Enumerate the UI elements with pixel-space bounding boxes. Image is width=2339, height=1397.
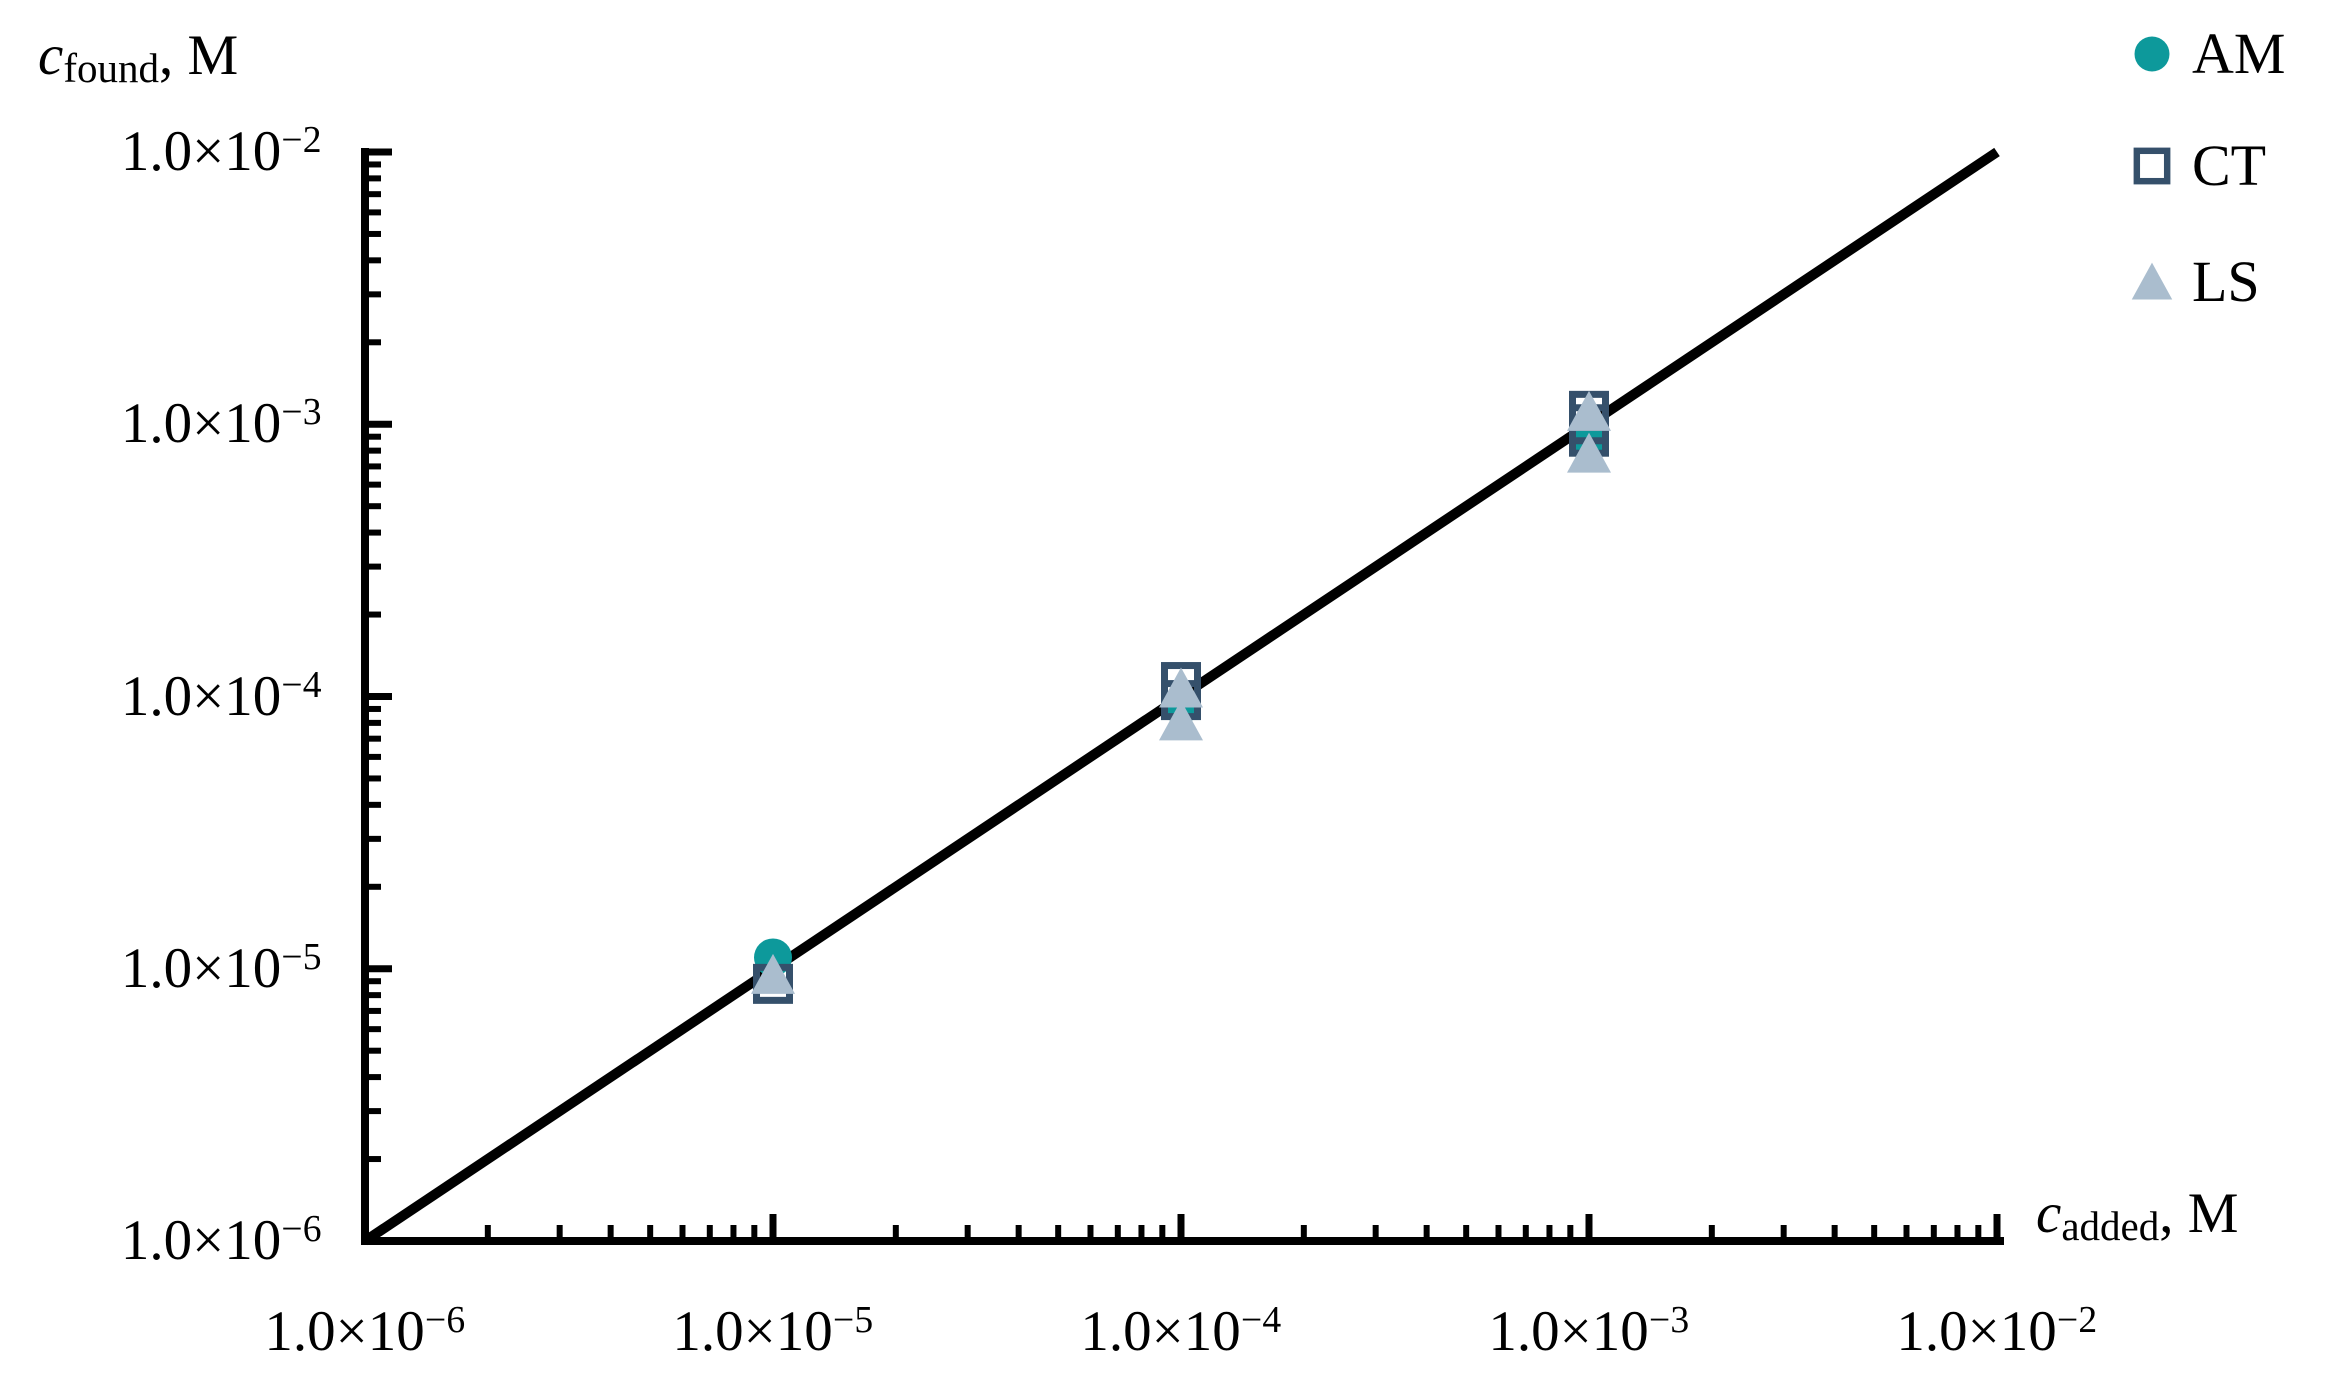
x-axis-title: cadded, M [2036,1182,2239,1250]
legend-label-am: AM [2192,21,2286,86]
x-tick-label: 1.0×10−4 [1080,1298,1282,1363]
x-tick-label: 1.0×10−5 [672,1298,874,1363]
y-axis-title: cfound, M [38,24,239,92]
y-tick-label: 1.0×10−6 [120,1207,322,1272]
y-tick-label: 1.0×10−3 [120,391,322,456]
circle-marker-icon [2134,36,2170,72]
y-tick-label: 1.0×10−5 [120,935,322,1000]
triangle-marker-icon [2131,262,2173,300]
x-tick-label: 1.0×10−3 [1488,1298,1690,1363]
y-tick-label: 1.0×10−4 [120,663,322,728]
legend-item-am: AM [2126,22,2285,86]
legend-item-ls: LS [2126,250,2260,314]
y-tick-label: 1.0×10−2 [120,118,322,183]
x-tick-label: 1.0×10−2 [1896,1298,2098,1363]
open-square-marker-icon [2133,147,2171,185]
legend-label-ct: CT [2192,133,2267,198]
legend-item-ct: CT [2126,134,2266,198]
legend-label-ls: LS [2192,249,2260,314]
x-tick-label: 1.0×10−6 [264,1298,466,1363]
